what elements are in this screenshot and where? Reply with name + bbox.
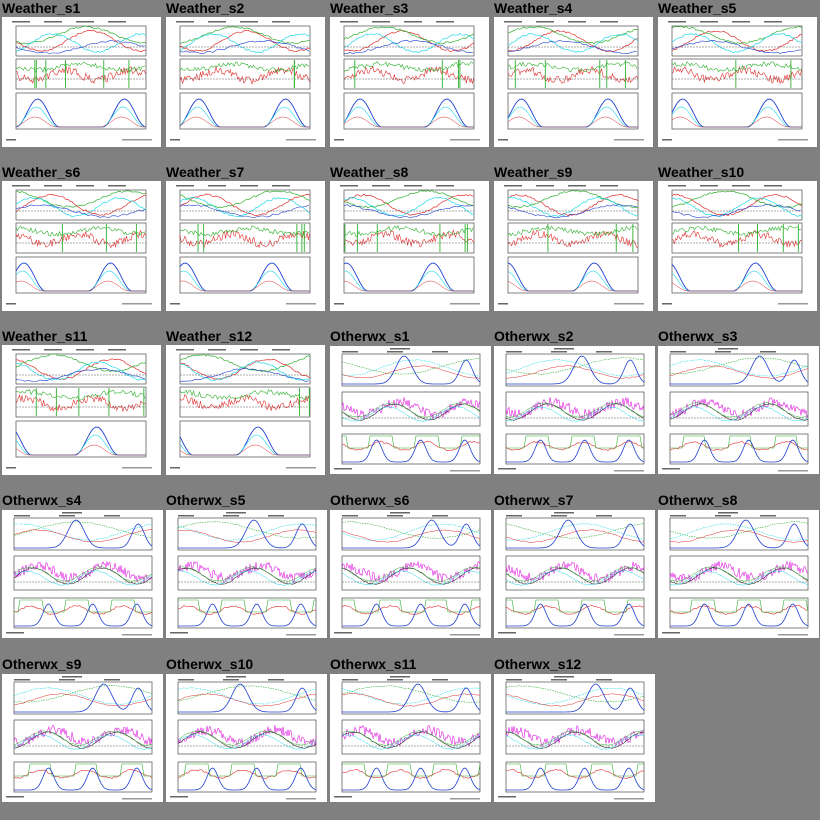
thumbnail-tile[interactable]: Otherwx_s7 <box>492 492 656 656</box>
plot-preview <box>334 21 480 141</box>
thumbnail-tile[interactable]: Weather_s3 <box>328 0 492 164</box>
thumbnail-title: Otherwx_s6 <box>330 492 410 508</box>
plot-preview <box>662 512 809 636</box>
thumbnail-title: Otherwx_s4 <box>2 492 82 508</box>
thumbnail-image[interactable] <box>658 510 819 638</box>
thumbnail-title: Otherwx_s12 <box>494 656 582 672</box>
thumbnail-image[interactable] <box>658 17 817 147</box>
thumbnail-title: Weather_s6 <box>2 164 81 180</box>
thumbnail-image[interactable] <box>658 181 817 311</box>
plot-preview <box>498 512 645 636</box>
thumbnail-image[interactable] <box>330 510 491 638</box>
thumbnail-tile[interactable]: Weather_s12 <box>164 328 328 492</box>
thumbnail-tile[interactable]: Otherwx_s11 <box>328 656 492 820</box>
thumbnail-image[interactable] <box>330 17 489 147</box>
thumbnail-tile[interactable]: Weather_s9 <box>492 164 656 328</box>
thumbnail-title: Otherwx_s2 <box>494 328 574 344</box>
plot-preview <box>498 348 645 472</box>
thumbnail-tile[interactable]: Otherwx_s3 <box>656 328 820 492</box>
thumbnail-tile[interactable]: Weather_s6 <box>0 164 164 328</box>
thumbnail-title: Otherwx_s3 <box>658 328 738 344</box>
thumbnail-tile[interactable]: Otherwx_s4 <box>0 492 164 656</box>
thumbnail-image[interactable] <box>330 674 491 802</box>
thumbnail-title: Otherwx_s7 <box>494 492 574 508</box>
thumbnail-tile[interactable]: Weather_s8 <box>328 164 492 328</box>
thumbnail-tile[interactable]: Weather_s2 <box>164 0 328 164</box>
thumbnail-image[interactable] <box>2 674 163 802</box>
plot-preview <box>6 21 152 141</box>
thumbnail-image[interactable] <box>166 17 325 147</box>
thumbnail-image[interactable] <box>166 510 327 638</box>
plot-preview <box>6 676 153 800</box>
thumbnail-title: Weather_s10 <box>658 164 745 180</box>
plot-preview <box>498 185 644 305</box>
thumbnail-image[interactable] <box>166 345 325 475</box>
plot-preview <box>662 348 809 472</box>
thumbnail-image[interactable] <box>494 181 653 311</box>
thumbnail-image[interactable] <box>2 181 161 311</box>
plot-preview <box>170 349 316 469</box>
thumbnail-tile[interactable]: Otherwx_s8 <box>656 492 820 656</box>
plot-preview <box>498 21 644 141</box>
thumbnail-title: Weather_s8 <box>330 164 409 180</box>
thumbnail-title: Weather_s11 <box>2 328 88 344</box>
thumbnail-title: Weather_s4 <box>494 0 573 16</box>
thumbnail-tile[interactable]: Weather_s7 <box>164 164 328 328</box>
plot-preview <box>6 349 152 469</box>
thumbnail-image[interactable] <box>494 17 653 147</box>
thumbnail-image[interactable] <box>166 674 327 802</box>
thumbnail-image[interactable] <box>166 181 325 311</box>
plot-preview <box>170 21 316 141</box>
thumbnail-tile[interactable]: Otherwx_s12 <box>492 656 656 820</box>
plot-preview <box>662 21 808 141</box>
thumbnail-title: Otherwx_s1 <box>330 328 410 344</box>
thumbnail-tile[interactable]: Otherwx_s5 <box>164 492 328 656</box>
thumbnail-tile[interactable]: Weather_s11 <box>0 328 164 492</box>
thumbnail-image[interactable] <box>2 345 161 475</box>
thumbnail-tile[interactable]: Otherwx_s2 <box>492 328 656 492</box>
thumbnail-tile[interactable]: Otherwx_s1 <box>328 328 492 492</box>
plot-preview <box>170 676 317 800</box>
plot-preview <box>662 185 808 305</box>
thumbnail-title: Otherwx_s9 <box>2 656 82 672</box>
plot-preview <box>334 348 481 472</box>
thumbnail-title: Weather_s1 <box>2 0 81 16</box>
thumbnail-image[interactable] <box>330 181 489 311</box>
thumbnail-tile[interactable]: Otherwx_s6 <box>328 492 492 656</box>
thumbnail-image[interactable] <box>658 346 819 474</box>
plot-preview <box>334 185 480 305</box>
plot-preview <box>170 512 317 636</box>
plot-preview <box>6 185 152 305</box>
thumbnail-title: Weather_s7 <box>166 164 245 180</box>
thumbnail-image[interactable] <box>330 346 491 474</box>
thumbnail-image[interactable] <box>494 510 655 638</box>
thumbnail-tile[interactable]: Weather_s4 <box>492 0 656 164</box>
thumbnail-tile[interactable]: Weather_s5 <box>656 0 820 164</box>
plot-preview <box>498 676 645 800</box>
plot-preview <box>334 676 481 800</box>
thumbnail-tile[interactable]: Weather_s10 <box>656 164 820 328</box>
thumbnail-image[interactable] <box>494 346 655 474</box>
thumbnail-tile[interactable]: Otherwx_s10 <box>164 656 328 820</box>
thumbnail-image[interactable] <box>2 17 161 147</box>
thumbnail-title: Weather_s2 <box>166 0 245 16</box>
thumbnail-title: Otherwx_s11 <box>330 656 417 672</box>
thumbnail-tile[interactable]: Otherwx_s9 <box>0 656 164 820</box>
thumbnail-title: Otherwx_s10 <box>166 656 254 672</box>
thumbnail-image[interactable] <box>2 510 163 638</box>
thumbnail-image[interactable] <box>494 674 655 802</box>
thumbnail-title: Weather_s12 <box>166 328 253 344</box>
thumbnail-title: Weather_s9 <box>494 164 573 180</box>
plot-preview <box>170 185 316 305</box>
thumbnail-title: Otherwx_s8 <box>658 492 738 508</box>
plot-preview <box>6 512 153 636</box>
plot-preview <box>334 512 481 636</box>
thumbnail-title: Weather_s3 <box>330 0 409 16</box>
thumbnail-title: Otherwx_s5 <box>166 492 246 508</box>
thumbnail-title: Weather_s5 <box>658 0 737 16</box>
thumbnail-tile[interactable]: Weather_s1 <box>0 0 164 164</box>
